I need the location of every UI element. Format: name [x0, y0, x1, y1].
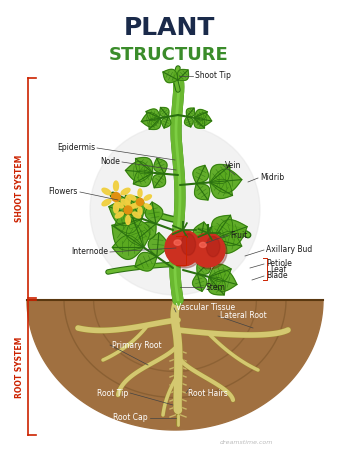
Polygon shape [214, 232, 242, 253]
Ellipse shape [144, 195, 151, 200]
Text: Flowers: Flowers [49, 188, 78, 197]
Polygon shape [141, 112, 160, 127]
Polygon shape [212, 215, 233, 238]
Polygon shape [126, 218, 150, 248]
Text: Petiole: Petiole [266, 260, 292, 269]
Polygon shape [149, 118, 161, 130]
Polygon shape [209, 270, 237, 292]
Polygon shape [200, 243, 217, 259]
Polygon shape [195, 184, 210, 200]
Text: Leaf: Leaf [270, 265, 286, 274]
Ellipse shape [144, 204, 151, 209]
Polygon shape [145, 202, 163, 224]
Circle shape [124, 206, 132, 214]
Text: Vein: Vein [225, 161, 241, 170]
Polygon shape [148, 233, 167, 256]
Text: Vascular Tissue: Vascular Tissue [176, 303, 235, 312]
Text: Midrib: Midrib [260, 174, 284, 183]
Polygon shape [194, 109, 207, 120]
Polygon shape [194, 113, 212, 126]
Ellipse shape [126, 195, 130, 204]
Polygon shape [135, 252, 157, 271]
Circle shape [165, 230, 201, 266]
Ellipse shape [114, 181, 119, 191]
Polygon shape [125, 162, 152, 182]
Ellipse shape [115, 202, 123, 208]
Polygon shape [193, 166, 209, 184]
Polygon shape [185, 117, 193, 127]
Polygon shape [139, 223, 156, 239]
Polygon shape [214, 220, 247, 246]
Circle shape [90, 125, 260, 295]
Circle shape [191, 233, 225, 267]
Circle shape [167, 232, 203, 268]
Polygon shape [112, 222, 144, 250]
Polygon shape [123, 195, 144, 219]
Ellipse shape [138, 189, 142, 197]
Text: Lateral Root: Lateral Root [220, 311, 267, 320]
Polygon shape [186, 108, 195, 117]
Text: Epidermis: Epidermis [57, 144, 95, 153]
Polygon shape [146, 109, 160, 121]
Polygon shape [210, 169, 242, 193]
Text: Shoot Tip: Shoot Tip [195, 72, 231, 81]
Ellipse shape [138, 207, 142, 215]
Ellipse shape [174, 240, 181, 245]
Ellipse shape [102, 199, 111, 206]
Polygon shape [112, 235, 144, 259]
Text: Internode: Internode [71, 248, 108, 256]
Ellipse shape [132, 202, 141, 208]
Circle shape [193, 235, 227, 269]
Ellipse shape [199, 243, 206, 248]
Polygon shape [134, 170, 152, 186]
Text: PLANT: PLANT [123, 16, 215, 40]
Ellipse shape [121, 199, 130, 206]
Polygon shape [177, 69, 189, 81]
Ellipse shape [206, 236, 220, 257]
Polygon shape [194, 117, 204, 128]
Polygon shape [208, 277, 225, 295]
Polygon shape [27, 300, 323, 430]
Ellipse shape [181, 234, 196, 255]
Ellipse shape [126, 216, 130, 225]
Text: dreamstime.com: dreamstime.com [220, 441, 273, 446]
Polygon shape [162, 117, 171, 128]
Ellipse shape [128, 195, 136, 200]
Text: STRUCTURE: STRUCTURE [109, 46, 229, 64]
Polygon shape [197, 261, 211, 274]
Ellipse shape [128, 204, 136, 209]
Text: Node: Node [100, 158, 120, 166]
Text: Root Hairs: Root Hairs [188, 388, 228, 397]
Text: ROOT SYSTEM: ROOT SYSTEM [16, 337, 24, 398]
Polygon shape [114, 212, 142, 233]
Ellipse shape [102, 188, 111, 195]
Ellipse shape [121, 188, 130, 195]
Polygon shape [136, 158, 152, 174]
Polygon shape [153, 174, 166, 188]
Text: Axillary Bud: Axillary Bud [266, 246, 312, 255]
Ellipse shape [132, 212, 141, 218]
Polygon shape [210, 179, 233, 198]
Polygon shape [193, 222, 211, 244]
Polygon shape [210, 164, 230, 184]
Polygon shape [193, 274, 207, 291]
Polygon shape [163, 69, 178, 83]
Text: Fruit: Fruit [230, 230, 247, 239]
Ellipse shape [115, 212, 123, 218]
Text: Primary Root: Primary Root [112, 341, 162, 350]
Text: SHOOT SYSTEM: SHOOT SYSTEM [16, 154, 24, 222]
Circle shape [112, 193, 120, 202]
Circle shape [137, 198, 144, 206]
Polygon shape [154, 158, 167, 174]
Polygon shape [160, 108, 169, 117]
Text: Blade: Blade [266, 271, 288, 280]
Text: Root Tip: Root Tip [97, 388, 128, 397]
Text: Root Cap: Root Cap [113, 414, 148, 423]
Text: Stem: Stem [205, 283, 225, 292]
Polygon shape [209, 264, 231, 282]
Polygon shape [109, 200, 142, 226]
Ellipse shape [114, 203, 119, 213]
